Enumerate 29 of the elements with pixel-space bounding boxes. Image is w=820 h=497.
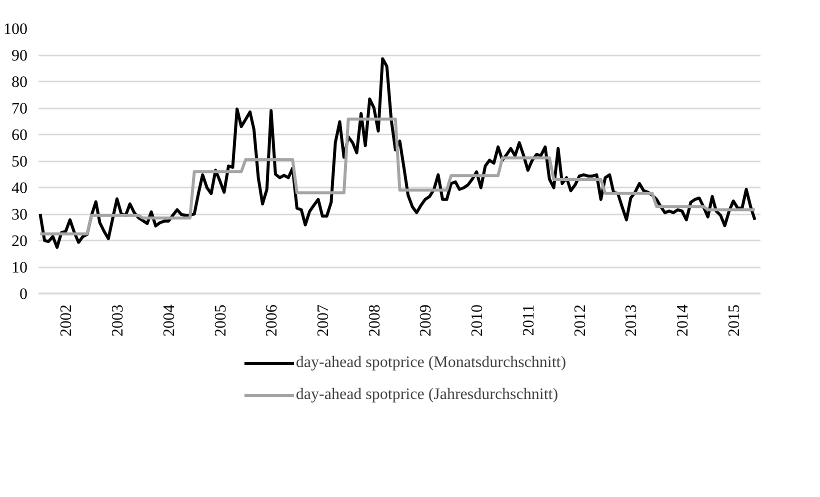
x-tick-label: 2010 xyxy=(469,304,486,336)
line-series xyxy=(38,118,756,236)
y-tick-label: 40 xyxy=(12,180,28,197)
x-tick-label: 2005 xyxy=(212,304,230,336)
y-tick-label: 20 xyxy=(12,233,28,250)
x-tick-label: 2007 xyxy=(314,304,332,336)
x-tick-label: 2011 xyxy=(520,304,538,336)
y-tick-label: 80 xyxy=(12,74,28,91)
x-tick-label: 2013 xyxy=(623,304,640,336)
x-tick-label: 2004 xyxy=(160,304,178,336)
x-tick-label: 2006 xyxy=(264,304,281,336)
line-series xyxy=(38,57,756,249)
y-tick-label: 50 xyxy=(12,154,28,170)
x-tick-label: 2009 xyxy=(418,304,435,336)
y-tick-label: 10 xyxy=(12,260,28,276)
x-tick-label: 2002 xyxy=(58,304,76,336)
x-tick-label: 2015 xyxy=(726,304,743,336)
legend-label: day-ahead spotprice (Jahresdurchschnitt) xyxy=(296,386,558,404)
y-tick-label: 0 xyxy=(20,286,28,303)
x-tick-label: 2012 xyxy=(572,304,589,336)
y-tick-label: 70 xyxy=(12,100,28,118)
x-tick-label: 2014 xyxy=(674,304,692,336)
y-tick-label: 100 xyxy=(4,21,28,38)
legend-label: day-ahead spotprice (Monatsdurchschnitt) xyxy=(296,354,566,372)
y-tick-label: 30 xyxy=(12,206,28,224)
y-tick-label: 90 xyxy=(12,48,28,64)
y-tick-label: 60 xyxy=(12,127,28,144)
x-tick-label: 2008 xyxy=(366,304,384,336)
x-tick-label: 2003 xyxy=(109,304,126,336)
